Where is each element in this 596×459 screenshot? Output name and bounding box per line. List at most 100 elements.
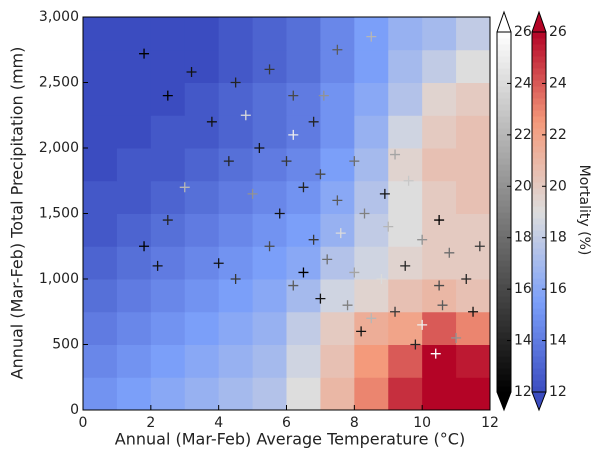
- heatmap-cell: [218, 115, 254, 149]
- x-tick-label: 6: [282, 415, 291, 431]
- mortality-colorbar-segment: [532, 218, 546, 225]
- heatmap-cell: [150, 344, 186, 378]
- mortality-colorbar-segment: [532, 170, 546, 177]
- scatter-point: [390, 306, 401, 317]
- heatmap-cell: [218, 49, 254, 83]
- scatter-point: [417, 319, 428, 330]
- heatmap-cell: [354, 148, 389, 182]
- heatmap-cell: [456, 377, 491, 411]
- mortality-colorbar-segment: [532, 62, 546, 69]
- heatmap-cell: [456, 180, 491, 214]
- gray-colorbar-segment: [497, 380, 511, 387]
- mortality-colorbar-segment: [532, 350, 546, 357]
- heatmap-cell: [422, 246, 457, 280]
- heatmap-cell: [150, 148, 186, 182]
- x-tick-label: 2: [146, 415, 155, 431]
- heatmap-cell: [286, 49, 321, 83]
- heatmap-cell: [218, 377, 254, 411]
- heatmap-cell: [456, 213, 491, 247]
- heatmap-cell: [354, 49, 389, 83]
- gray-colorbar-segment: [497, 278, 511, 285]
- scatter-point: [223, 156, 234, 167]
- scatter-point: [162, 90, 173, 101]
- y-tick-label: 2,000: [39, 140, 79, 156]
- heatmap-cell: [116, 246, 152, 280]
- heatmap-cell: [422, 115, 457, 149]
- heatmap-cell: [422, 311, 457, 345]
- heatmap-cell: [252, 279, 287, 313]
- gray-colorbar-bottom-arrow: [496, 391, 512, 412]
- scatter-point: [474, 241, 485, 252]
- scatter-point: [410, 339, 421, 350]
- mortality-colorbar-segment: [532, 98, 546, 105]
- gray-colorbar-segment: [497, 350, 511, 357]
- scatter-point: [349, 267, 360, 278]
- mortality-colorbar-segment: [532, 212, 546, 219]
- heatmap-cell: [83, 180, 118, 214]
- heatmap-cell: [83, 377, 118, 411]
- heatmap-cell: [354, 180, 389, 214]
- mortality-colorbar-segment: [532, 122, 546, 129]
- heatmap-cell: [116, 180, 152, 214]
- scatter-point: [288, 90, 299, 101]
- heatmap-cell: [456, 246, 491, 280]
- heatmap-cell: [116, 148, 152, 182]
- heatmap-cell: [83, 311, 118, 345]
- heatmap-cell: [218, 82, 254, 116]
- gray-colorbar-segment: [497, 200, 511, 207]
- heatmap-cell: [252, 148, 287, 182]
- mortality-colorbar-segment: [532, 224, 546, 231]
- heatmap-cell: [388, 279, 423, 313]
- colorbar-tick-label: 18: [549, 230, 567, 246]
- gray-colorbar-segment: [497, 254, 511, 261]
- mortality-colorbar-segment: [532, 248, 546, 255]
- gray-colorbar-segment: [497, 146, 511, 153]
- heatmap-cell: [422, 344, 457, 378]
- gray-colorbar-segment: [497, 80, 511, 87]
- mortality-colorbar-segment: [532, 380, 546, 387]
- scatter-point: [298, 182, 309, 193]
- heatmap-cell: [422, 180, 457, 214]
- heatmap-cell: [354, 246, 389, 280]
- y-tick-label: 1,000: [39, 271, 79, 287]
- heatmap-cell: [320, 213, 355, 247]
- heatmap-cell: [83, 148, 118, 182]
- heatmap-cell: [116, 17, 152, 51]
- mortality-colorbar-frame: [531, 31, 547, 393]
- heatmap-cell: [184, 180, 220, 214]
- mortality-colorbar-segment: [532, 308, 546, 315]
- heatmap-cell: [456, 82, 491, 116]
- heatmap-cell: [320, 148, 355, 182]
- heatmap-cell: [388, 377, 423, 411]
- mortality-colorbar-segment: [532, 278, 546, 285]
- mortality-colorbar-segment: [532, 56, 546, 63]
- gray-colorbar-segment: [497, 314, 511, 321]
- colorbar-tick-label: 24: [514, 75, 532, 91]
- scatter-point: [308, 234, 319, 245]
- gray-colorbar-segment: [497, 266, 511, 273]
- mortality-colorbar-segment: [532, 146, 546, 153]
- scatter-point: [318, 90, 329, 101]
- colorbar-tick-label: 20: [549, 178, 567, 194]
- heatmap-cell: [83, 115, 118, 149]
- mortality-colorbar-segment: [532, 92, 546, 99]
- mortality-colorbar-segment: [532, 128, 546, 135]
- gray-colorbar-segment: [497, 128, 511, 135]
- scatter-point: [417, 234, 428, 245]
- mortality-colorbar-segment: [532, 242, 546, 249]
- scatter-point: [332, 195, 343, 206]
- heatmap-cell: [422, 17, 457, 51]
- heatmap-cell: [252, 377, 287, 411]
- mortality-colorbar-segment: [532, 266, 546, 273]
- heatmap-cell: [422, 148, 457, 182]
- heatmap-cell: [252, 344, 287, 378]
- colorbar-tick-label: 14: [549, 333, 567, 349]
- heatmap-cell: [184, 82, 220, 116]
- mortality-colorbar-segment: [532, 152, 546, 159]
- heatmap-cell: [388, 49, 423, 83]
- heatmap-cell: [456, 115, 491, 149]
- scatter-point: [315, 169, 326, 180]
- scatter-point: [274, 208, 285, 219]
- gray-colorbar-segment: [497, 98, 511, 105]
- gray-colorbar-segment: [497, 50, 511, 57]
